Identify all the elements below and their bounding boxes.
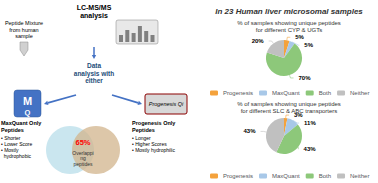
- svg-text:Peptides: Peptides: [1, 127, 24, 133]
- svg-text:5%: 5%: [295, 34, 304, 40]
- svg-text:• Lower Score: • Lower Score: [1, 141, 33, 147]
- svg-text:Both: Both: [319, 90, 331, 96]
- svg-text:Neither: Neither: [350, 90, 369, 96]
- svg-text:Peptides: Peptides: [132, 127, 155, 133]
- svg-text:65%: 65%: [75, 138, 90, 147]
- svg-text:Neither: Neither: [350, 173, 369, 179]
- svg-text:for different SLC & ABC transp: for different SLC & ABC transporters: [241, 108, 338, 114]
- svg-text:70%: 70%: [298, 75, 311, 81]
- svg-text:43%: 43%: [243, 128, 256, 134]
- svg-text:3%: 3%: [294, 112, 303, 119]
- svg-text:11%: 11%: [304, 120, 316, 126]
- svg-text:Data: Data: [87, 62, 101, 69]
- svg-text:• Mostly hydrophilic: • Mostly hydrophilic: [132, 147, 175, 153]
- svg-text:M: M: [23, 95, 32, 107]
- svg-text:LC-MS/MS: LC-MS/MS: [77, 4, 112, 11]
- svg-text:MaxQuant Only: MaxQuant Only: [1, 120, 42, 126]
- svg-text:Q: Q: [25, 108, 31, 117]
- svg-text:hydrophobic: hydrophobic: [1, 153, 32, 159]
- svg-text:20%: 20%: [252, 38, 265, 44]
- svg-text:43%: 43%: [304, 146, 317, 152]
- svg-text:from human: from human: [9, 27, 38, 33]
- svg-text:sample: sample: [15, 33, 33, 39]
- svg-text:Progenesis: Progenesis: [223, 90, 253, 96]
- svg-text:analysis with: analysis with: [73, 69, 115, 77]
- svg-text:for different CYP & UGTs: for different CYP & UGTs: [256, 27, 322, 33]
- svg-text:Progenesis Qi: Progenesis Qi: [149, 101, 184, 107]
- svg-text:ng: ng: [80, 155, 86, 161]
- svg-text:In 23 Human liver microsomal s: In 23 Human liver microsomal samples: [215, 7, 363, 16]
- svg-text:• Longer: • Longer: [132, 135, 151, 141]
- svg-text:• Shorter: • Shorter: [1, 135, 21, 141]
- svg-text:Peptide Mixture: Peptide Mixture: [5, 20, 43, 26]
- svg-text:either: either: [85, 77, 103, 84]
- svg-text:% of samples showing unique pe: % of samples showing unique peptides: [237, 101, 341, 107]
- svg-text:Both: Both: [319, 173, 331, 179]
- svg-text:% of samples showing unique pe: % of samples showing unique peptides: [237, 20, 341, 26]
- svg-text:Progenesis Only: Progenesis Only: [132, 120, 176, 126]
- svg-text:analysis: analysis: [80, 12, 108, 20]
- svg-text:peptides: peptides: [74, 161, 93, 167]
- svg-text:MaxQuant: MaxQuant: [272, 90, 300, 96]
- svg-text:MaxQuant: MaxQuant: [272, 173, 300, 179]
- svg-text:Progenesis: Progenesis: [223, 173, 253, 179]
- svg-text:Overlappi: Overlappi: [72, 149, 94, 156]
- svg-text:• Higher Scores: • Higher Scores: [132, 141, 167, 147]
- svg-text:• Mostly: • Mostly: [1, 147, 19, 153]
- svg-text:5%: 5%: [304, 42, 313, 48]
